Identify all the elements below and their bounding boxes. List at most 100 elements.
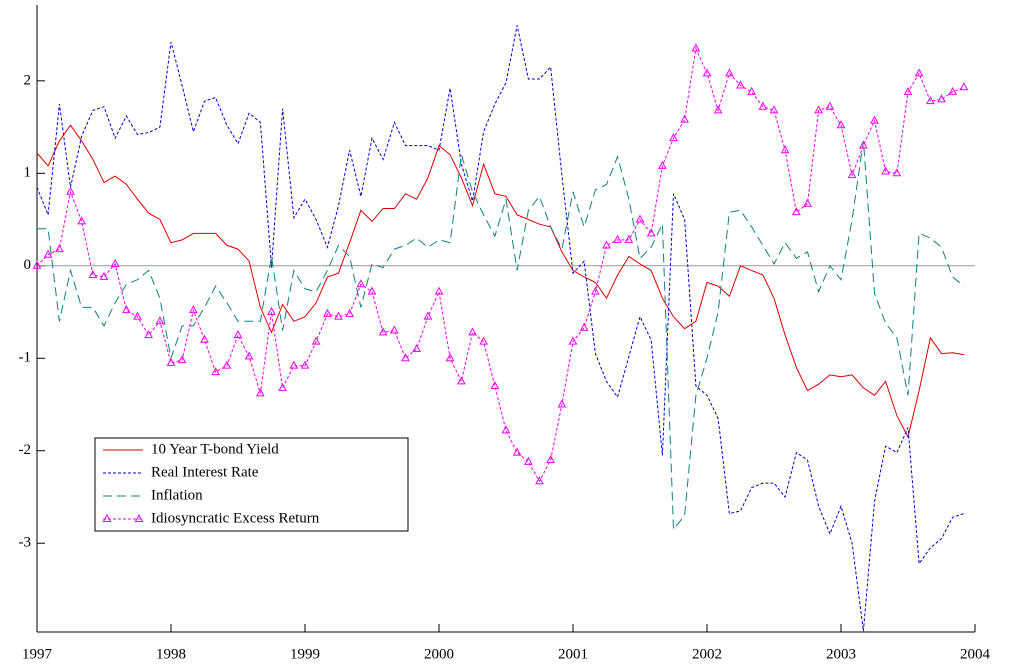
marker xyxy=(568,336,578,345)
series-line xyxy=(37,140,965,531)
legend: 10 Year T-bond Yield Real Interest Rate In… xyxy=(94,437,409,532)
marker xyxy=(66,186,75,195)
legend-marker xyxy=(102,513,112,522)
marker xyxy=(211,367,220,376)
marker xyxy=(144,330,153,339)
legend-label: 10 Year T-bond Yield xyxy=(151,441,279,457)
marker xyxy=(635,214,645,223)
y-tick-label: -1 xyxy=(19,350,32,366)
y-tick-label: -2 xyxy=(19,442,32,458)
marker xyxy=(903,86,913,95)
y-tick-label: 1 xyxy=(24,165,32,181)
marker xyxy=(658,160,667,169)
marker xyxy=(747,86,756,95)
marker xyxy=(680,114,689,123)
marker xyxy=(624,234,634,243)
marker xyxy=(602,240,611,249)
marker xyxy=(166,357,176,366)
marker xyxy=(289,360,299,369)
marker xyxy=(55,244,64,253)
x-tick-label: 2003 xyxy=(826,646,856,662)
marker xyxy=(646,228,656,237)
marker xyxy=(948,86,957,95)
series-line xyxy=(36,46,965,483)
marker xyxy=(937,94,946,103)
legend-label: Inflation xyxy=(151,487,203,503)
marker xyxy=(926,96,935,105)
marker xyxy=(155,316,165,325)
marker xyxy=(267,306,276,316)
marker xyxy=(311,336,321,345)
marker xyxy=(222,360,232,369)
marker xyxy=(836,120,846,129)
y-tick-label: 2 xyxy=(24,72,32,88)
marker xyxy=(713,105,723,114)
marker xyxy=(177,355,187,364)
marker xyxy=(423,311,433,320)
marker xyxy=(457,376,466,385)
marker xyxy=(501,425,511,434)
marker xyxy=(200,334,209,343)
legend-marker xyxy=(134,513,144,522)
y-tick-label: -3 xyxy=(19,535,32,551)
x-tick-label: 1998 xyxy=(156,646,186,662)
x-tick-label: 1997 xyxy=(22,646,53,662)
marker xyxy=(758,101,768,110)
marker xyxy=(792,207,801,216)
marker xyxy=(512,447,522,456)
marker xyxy=(870,115,879,124)
marker xyxy=(32,260,42,269)
marker xyxy=(669,133,678,142)
marker xyxy=(244,351,254,360)
marker xyxy=(591,286,600,295)
marker xyxy=(557,399,567,408)
marker xyxy=(613,234,622,243)
marker xyxy=(77,216,86,225)
marker xyxy=(445,353,455,362)
marker xyxy=(412,343,421,353)
marker xyxy=(914,68,924,77)
marker xyxy=(323,308,332,317)
marker xyxy=(736,80,745,89)
marker xyxy=(490,380,500,390)
marker xyxy=(122,305,131,314)
marker xyxy=(691,43,701,52)
marker xyxy=(803,198,812,207)
marker xyxy=(546,454,555,463)
x-tick-label: 2002 xyxy=(692,646,722,662)
x-tick-label: 2004 xyxy=(960,646,991,662)
marker xyxy=(356,279,366,288)
marker xyxy=(334,311,343,320)
marker xyxy=(535,476,544,485)
marker xyxy=(959,82,969,91)
marker xyxy=(847,170,857,179)
marker xyxy=(99,271,109,280)
legend-label: Idiosyncratic Excess Return xyxy=(151,510,320,526)
marker xyxy=(780,145,790,154)
marker xyxy=(390,325,399,334)
legend-label: Real Interest Rate xyxy=(151,464,259,480)
marker xyxy=(378,327,388,336)
marker xyxy=(881,166,890,175)
marker xyxy=(468,327,477,336)
marker xyxy=(579,322,589,331)
y-tick-label: 0 xyxy=(24,257,32,273)
marker xyxy=(233,330,243,339)
marker xyxy=(345,308,354,317)
marker xyxy=(702,68,712,77)
marker xyxy=(133,311,142,320)
marker xyxy=(769,105,779,114)
marker xyxy=(367,286,377,295)
marker xyxy=(110,258,120,267)
marker xyxy=(524,456,533,465)
x-tick-label: 2000 xyxy=(424,646,454,662)
marker xyxy=(256,388,265,397)
marker xyxy=(401,353,410,362)
series-line xyxy=(36,124,964,439)
x-tick-label: 1999 xyxy=(290,646,320,662)
series-line xyxy=(36,25,965,632)
marker xyxy=(278,382,287,391)
marker xyxy=(43,249,53,258)
marker xyxy=(300,360,310,369)
